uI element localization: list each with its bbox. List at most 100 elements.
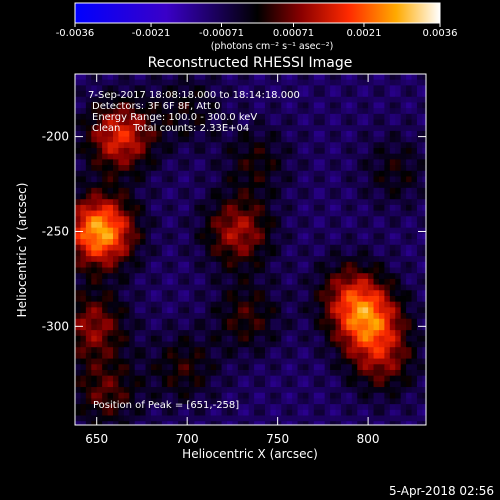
heatmap-cell [357,318,364,325]
heatmap-cell [248,113,255,120]
heatmap-cell [75,221,81,229]
heatmap-cell [351,387,358,394]
heatmap-cell [416,239,423,246]
heatmap-cell [150,125,157,132]
heatmap-cell [150,96,157,103]
heatmap-cell [340,387,347,394]
heatmap-cell [248,341,255,348]
heatmap-cell [422,147,426,155]
heatmap-cell [232,113,239,120]
heatmap-cell [378,113,385,120]
heatmap-cell [107,165,114,172]
heatmap-cell [416,170,423,177]
heatmap-cell [150,295,157,303]
heatmap-cell [129,295,136,303]
heatmap-cell [302,250,309,257]
heatmap-cell [167,398,174,405]
heatmap-cell [389,301,396,308]
heatmap-cell [340,102,347,109]
heatmap-cell [297,392,304,399]
heatmap-cell [406,369,412,377]
heatmap-cell [183,392,190,399]
heatmap-cell [275,313,282,320]
heatmap-cell [145,159,152,166]
heatmap-cell [205,130,212,138]
heatmap-cell [134,113,141,120]
heatmap-cell [243,313,250,320]
heatmap-cell [357,250,364,257]
heatmap-cell [118,142,125,149]
heatmap-cell [210,278,217,285]
heatmap-cell [319,233,326,240]
heatmap-cell [292,221,298,229]
heatmap-cell [378,130,385,138]
heatmap-cell [335,301,342,308]
heatmap-cell [150,318,157,325]
heatmap-cell [384,330,391,337]
heatmap-cell [178,159,184,166]
heatmap-cell [216,108,222,115]
heatmap-cell [243,295,250,303]
heatmap-cell [129,210,136,217]
heatmap-cell [275,142,282,149]
heatmap-cell [75,102,81,109]
heatmap-cell [302,295,309,303]
heatmap-cell [199,261,206,268]
heatmap-cell [91,85,98,92]
heatmap-cell [389,409,396,416]
heatmap-cell [85,91,92,98]
heatmap-cell [80,159,87,166]
heatmap-cell [150,182,157,189]
heatmap-cell [254,398,260,405]
heatmap-cell [221,233,228,240]
heatmap-cell [237,216,244,223]
heatmap-cell [378,267,385,274]
heatmap-cell [400,113,407,120]
heatmap-cell [75,170,81,177]
heatmap-cell [422,290,426,297]
heatmap-cell [302,85,309,92]
heatmap-cell [362,295,369,303]
heatmap-cell [216,347,222,354]
heatmap-cell [357,170,364,177]
heatmap-cell [161,375,168,382]
heatmap-cell [188,193,195,200]
heatmap-cell [167,108,174,115]
heatmap-cell [237,182,244,189]
heatmap-cell [422,387,426,394]
heatmap-cell [118,74,125,81]
heatmap-cell [194,193,201,200]
heatmap-cell [259,295,266,303]
heatmap-cell [313,324,320,331]
heatmap-cell [226,233,233,240]
heatmap-cell [324,358,331,365]
heatmap-cell [389,221,396,229]
heatmap-cell [308,182,315,189]
heatmap-cell [357,307,364,314]
heatmap-cell [112,358,119,365]
heatmap-cell [400,119,407,126]
heatmap-cell [232,125,239,132]
heatmap-cell [150,261,157,268]
heatmap-cell [102,153,108,160]
heatmap-cell [75,108,81,115]
heatmap-cell [243,130,250,138]
heatmap-cell [134,233,141,240]
heatmap-cell [167,404,174,411]
heatmap-cell [107,261,114,268]
heatmap-cell [172,256,179,263]
heatmap-cell [297,347,304,354]
heatmap-cell [199,375,206,382]
heatmap-cell [194,96,201,103]
heatmap-cell [406,113,412,120]
heatmap-cell [118,318,125,325]
heatmap-cell [118,347,125,354]
heatmap-cell [335,165,342,172]
heatmap-cell [226,369,233,377]
heatmap-cell [150,193,157,200]
heatmap-cell [330,335,336,342]
heatmap-cell [416,307,423,314]
heatmap-cell [129,409,136,416]
heatmap-cell [368,284,374,291]
heatmap-cell [340,130,347,138]
